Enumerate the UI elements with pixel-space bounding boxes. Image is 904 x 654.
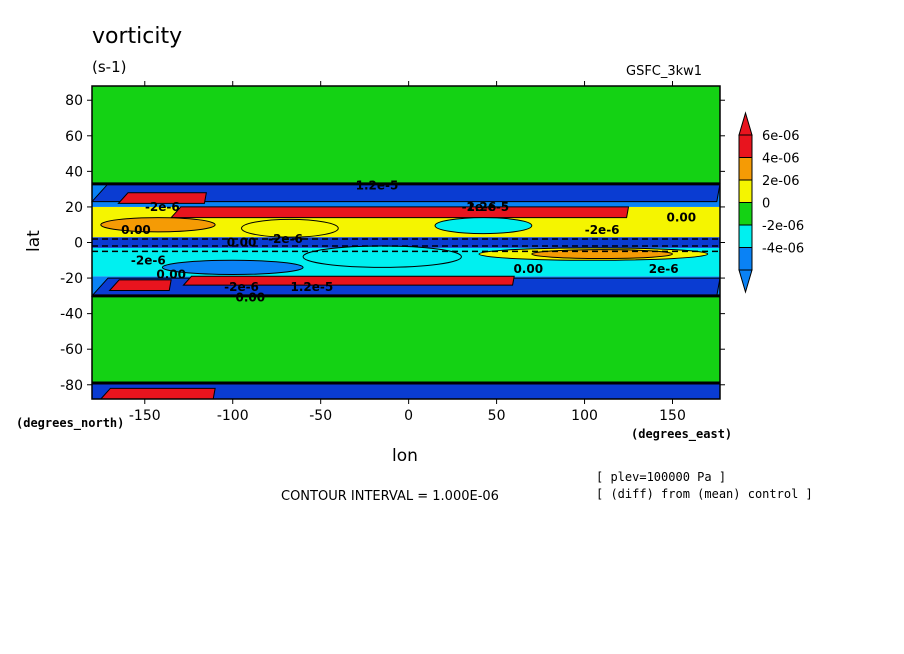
contour-region xyxy=(182,275,515,286)
contour-label: 1.2e-5 xyxy=(356,179,399,193)
contour-label: -2e-6 xyxy=(585,223,620,237)
contour-label: 0.00 xyxy=(513,262,543,276)
contour-band xyxy=(92,295,720,383)
x-tick-label: 150 xyxy=(659,408,686,424)
colorbar-label: -2e-06 xyxy=(762,219,804,234)
colorbar-segment xyxy=(738,134,753,158)
contour-interval: CONTOUR INTERVAL = 1.000E-06 xyxy=(281,489,499,504)
colorbar-segment xyxy=(738,224,753,248)
y-tick-label: -40 xyxy=(60,307,83,323)
contour-band xyxy=(92,86,720,184)
chart-title: vorticity xyxy=(92,24,183,49)
diff-note: [ (diff) from (mean) control ] xyxy=(596,487,813,501)
model-name: GSFC_3kw1 xyxy=(626,64,703,79)
contour-band xyxy=(92,237,720,248)
y-tick-label: -20 xyxy=(60,271,83,287)
colorbar-label: 4e-06 xyxy=(762,152,800,167)
contour-label: 0.00 xyxy=(227,236,257,250)
contour-label: 1.2e-5 xyxy=(291,280,334,294)
contour-label: -2e-6 xyxy=(268,232,303,246)
x-tick-label: 0 xyxy=(404,408,413,424)
contour-label: -2e-6 xyxy=(224,280,259,294)
contour-band xyxy=(92,382,720,399)
plev-note: [ plev=100000 Pa ] xyxy=(596,470,727,484)
contour-region xyxy=(241,218,339,238)
colorbar-label: -4e-06 xyxy=(762,242,804,257)
contour-region xyxy=(100,217,216,233)
colorbar-label: 0 xyxy=(762,197,770,212)
contour-region xyxy=(434,217,533,235)
contour-region xyxy=(302,245,462,268)
x-axis-label: lon xyxy=(392,446,418,466)
contour-region xyxy=(117,192,207,204)
colorbar-segment xyxy=(738,247,753,271)
y-tick-label: -60 xyxy=(60,342,83,358)
x-tick-label: -50 xyxy=(309,408,332,424)
x-tick-label: 100 xyxy=(571,408,598,424)
contour-label: 0.00 xyxy=(121,223,151,237)
contour-label: -2e-6 xyxy=(131,253,166,267)
contour-region xyxy=(99,387,216,400)
y-tick-label: -80 xyxy=(60,378,83,394)
contour-label: -2e-6 xyxy=(145,200,180,214)
chart-units: (s-1) xyxy=(92,58,127,76)
contour-label: 0.00 xyxy=(156,268,186,282)
y-tick-label: 20 xyxy=(65,200,83,216)
x-tick-label: -100 xyxy=(217,408,249,424)
x-tick-label: -150 xyxy=(129,408,161,424)
y-tick-label: 0 xyxy=(74,236,83,252)
contour-label: 2e-6 xyxy=(649,262,679,276)
contour-label: 0.00 xyxy=(666,211,696,225)
colorbar-arrow-top xyxy=(738,111,753,136)
y-axis-units: (degrees_north) xyxy=(16,416,125,430)
colorbar-arrow-bottom xyxy=(738,269,753,294)
contour-label: 1.2e-5 xyxy=(466,200,509,214)
y-tick-label: 60 xyxy=(65,129,83,145)
colorbar-segment xyxy=(738,179,753,203)
contour-region xyxy=(161,259,304,276)
y-tick-label: 80 xyxy=(65,93,83,109)
colorbar-segment xyxy=(738,157,753,181)
colorbar-label: 6e-06 xyxy=(762,129,800,144)
contour-region xyxy=(108,279,172,292)
colorbar-label: 2e-06 xyxy=(762,174,800,189)
y-tick-label: 40 xyxy=(65,164,83,180)
x-tick-label: 50 xyxy=(488,408,506,424)
contour-label: -2e-6 xyxy=(462,200,497,214)
colorbar-segment xyxy=(738,202,753,226)
contour-region xyxy=(170,206,630,219)
contour-label: 0.00 xyxy=(236,291,266,305)
x-axis-units: (degrees_east) xyxy=(631,427,733,441)
